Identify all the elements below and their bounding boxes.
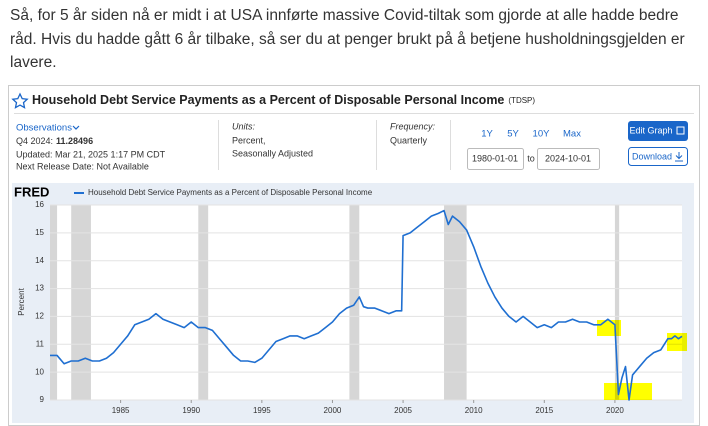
y-axis-label: Percent [17, 287, 26, 315]
fred-logo: FRED [14, 184, 49, 199]
x-tick-label: 2020 [606, 406, 624, 415]
y-tick-label: 10 [35, 367, 44, 376]
latest-value: 11.28496 [56, 136, 93, 146]
recession-band [71, 205, 91, 400]
next-release: Next Release Date: Not Available [16, 161, 149, 171]
series-line [50, 209, 683, 401]
recession-band [349, 205, 360, 400]
x-tick-label: 1985 [112, 406, 130, 415]
range-button[interactable]: Max [563, 129, 581, 140]
y-tick-label: 16 [35, 200, 44, 209]
units-label: Units: [232, 121, 256, 131]
y-tick-label: 9 [40, 395, 45, 404]
recession-band [50, 205, 58, 400]
y-tick-label: 12 [35, 312, 44, 321]
range-button[interactable]: 1Y [481, 129, 493, 140]
download-icon [675, 152, 683, 162]
post-line: råd. Hvis du hadde gått 6 år tilbake, så… [10, 31, 685, 48]
updated: Updated: Mar 21, 2025 1:17 PM CDT [16, 149, 166, 159]
edit-icon [676, 126, 685, 135]
title-text: Household Debt Service Payments as a Per… [32, 93, 504, 107]
frequency: Quarterly [390, 135, 428, 145]
y-tick-label: 13 [35, 284, 44, 293]
units: Seasonally Adjusted [232, 148, 313, 158]
latest: Q4 2024: 11.28496 [16, 136, 93, 146]
recession-band [614, 205, 620, 400]
x-tick-label: 1995 [253, 406, 271, 415]
y-tick-label: 14 [35, 256, 44, 265]
end-date-input[interactable] [537, 148, 600, 170]
recession-band [444, 205, 467, 400]
highlight [597, 320, 621, 336]
x-tick-label: 2005 [394, 406, 412, 415]
x-tick-label: 2015 [535, 406, 553, 415]
observations-link[interactable]: Observations [16, 123, 72, 134]
end-date: 2024-10-01 [545, 153, 591, 163]
download-button[interactable] [628, 147, 688, 166]
download-label: Download [632, 151, 672, 161]
units: Percent, [232, 135, 266, 145]
post-line: Så, for 5 år siden nå er midt i at USA i… [10, 7, 679, 24]
to-label: to [527, 153, 535, 163]
widget-title: Household Debt Service Payments as a Per… [32, 93, 535, 107]
post-line: lavere. [10, 54, 57, 71]
x-tick-label: 2000 [324, 406, 342, 415]
latest-label: Q4 2024: [16, 136, 53, 146]
edit-graph-button[interactable] [628, 121, 688, 141]
recession-band [198, 205, 209, 400]
frequency-label: Frequency: [390, 121, 436, 131]
edit-graph-label: Edit Graph [629, 125, 672, 135]
start-date: 1980-01-01 [472, 153, 518, 163]
y-tick-label: 11 [36, 339, 45, 348]
x-tick-label: 1990 [182, 406, 200, 415]
star-icon[interactable] [11, 92, 29, 109]
y-tick-label: 15 [35, 228, 44, 237]
x-tick-label: 2010 [465, 406, 483, 415]
highlight [667, 333, 687, 351]
chevron[interactable] [72, 125, 80, 130]
range-button[interactable]: 10Y [533, 129, 551, 140]
start-date-input[interactable] [467, 148, 524, 170]
range-button[interactable]: 5Y [507, 129, 519, 140]
plot-area [50, 205, 682, 400]
legend-label: Household Debt Service Payments as a Per… [88, 188, 373, 197]
series-code: (TDSP) [508, 96, 535, 105]
